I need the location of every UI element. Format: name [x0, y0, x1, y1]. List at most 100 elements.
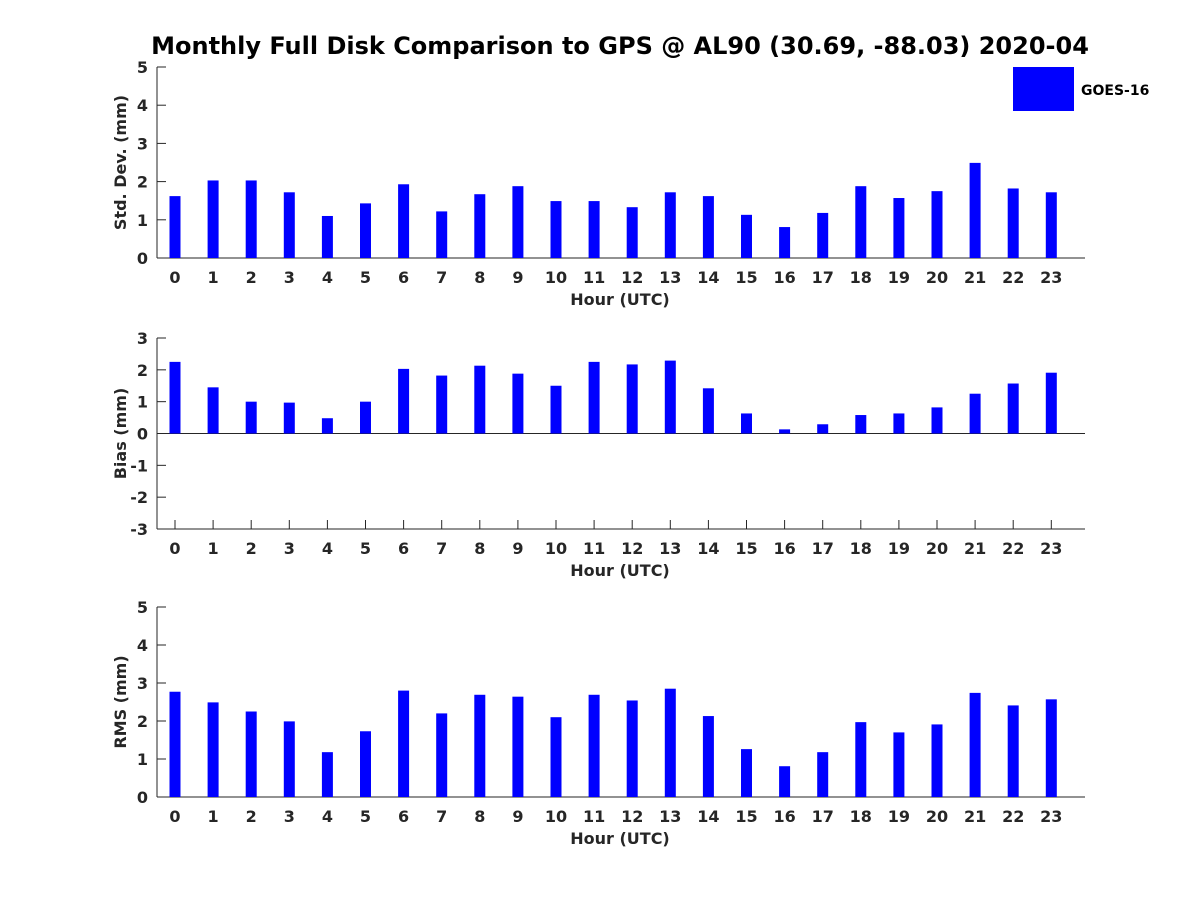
- y-tick-label: 0: [137, 249, 148, 268]
- bar-std-17: [817, 212, 829, 258]
- x-tick-label: 3: [284, 807, 295, 826]
- bar-bias-9: [512, 373, 524, 434]
- bar-rms-15: [741, 749, 752, 797]
- bar-std-22: [1007, 188, 1019, 258]
- bar-bias-2: [245, 401, 257, 434]
- x-tick-label: 15: [735, 807, 757, 826]
- bar-bias-11: [588, 361, 600, 434]
- bar-rms-7: [436, 713, 448, 797]
- bar-bias-4: [321, 418, 333, 434]
- x-tick-label: 4: [322, 807, 333, 826]
- bar-bias-12: [626, 364, 638, 434]
- y-tick-label: 0: [137, 425, 148, 444]
- bar-rms-2: [245, 711, 257, 797]
- x-tick-label: 6: [398, 539, 409, 558]
- legend-swatch-goes-16: [1013, 67, 1074, 111]
- bar-rms-0: [169, 691, 181, 797]
- bar-std-13: [664, 192, 676, 258]
- x-tick-label: 14: [697, 268, 719, 287]
- x-tick-label: 23: [1040, 539, 1062, 558]
- x-tick-label: 21: [964, 807, 986, 826]
- bar-bias-14: [702, 388, 714, 434]
- x-tick-label: 10: [545, 268, 567, 287]
- bar-bias-19: [893, 413, 905, 434]
- x-tick-label: 17: [812, 807, 834, 826]
- x-tick-label: 22: [1002, 268, 1024, 287]
- y-axis-label-rms: RMS (mm): [111, 655, 130, 748]
- bar-std-23: [1045, 192, 1057, 258]
- legend-label-goes-16: GOES-16: [1081, 83, 1149, 99]
- bar-std-15: [741, 214, 752, 258]
- x-tick-label: 17: [812, 539, 834, 558]
- y-tick-label: -3: [130, 520, 148, 539]
- x-tick-label: 12: [621, 268, 643, 287]
- x-tick-label: 11: [583, 268, 605, 287]
- bar-std-14: [702, 196, 714, 258]
- x-tick-label: 8: [474, 539, 485, 558]
- bar-rms-16: [779, 766, 791, 797]
- x-tick-label: 19: [888, 539, 910, 558]
- y-tick-label: 2: [137, 712, 148, 731]
- bar-std-6: [398, 184, 410, 258]
- y-axis-label-bias: Bias (mm): [111, 388, 130, 480]
- y-tick-label: -1: [130, 456, 148, 475]
- bar-rms-17: [817, 752, 829, 797]
- x-tick-label: 14: [697, 807, 719, 826]
- bar-std-10: [550, 201, 562, 258]
- bar-rms-13: [664, 688, 676, 797]
- x-tick-label: 9: [512, 268, 523, 287]
- x-tick-label: 3: [284, 539, 295, 558]
- y-tick-label: 1: [137, 211, 148, 230]
- x-tick-label: 2: [246, 539, 257, 558]
- bar-std-3: [283, 192, 295, 258]
- x-tick-label: 1: [208, 539, 219, 558]
- bar-rms-19: [893, 732, 905, 797]
- x-tick-label: 22: [1002, 539, 1024, 558]
- y-tick-label: 3: [137, 134, 148, 153]
- x-tick-label: 4: [322, 268, 333, 287]
- x-tick-label: 12: [621, 807, 643, 826]
- x-axis-label-std: Hour (UTC): [570, 290, 670, 309]
- x-tick-label: 21: [964, 268, 986, 287]
- bar-rms-20: [931, 724, 943, 797]
- bar-std-1: [207, 180, 219, 258]
- x-tick-label: 3: [284, 268, 295, 287]
- bar-bias-21: [969, 393, 981, 434]
- bar-std-5: [360, 203, 371, 258]
- x-tick-label: 8: [474, 807, 485, 826]
- x-tick-label: 7: [436, 807, 447, 826]
- y-tick-label: 5: [137, 598, 148, 617]
- x-tick-label: 11: [583, 539, 605, 558]
- x-axis-label-rms: Hour (UTC): [570, 829, 670, 848]
- x-tick-label: 9: [512, 807, 523, 826]
- bar-rms-4: [321, 752, 333, 797]
- chart-title: Monthly Full Disk Comparison to GPS @ AL…: [151, 32, 1089, 60]
- bar-rms-11: [588, 694, 600, 797]
- x-tick-label: 20: [926, 268, 948, 287]
- x-tick-label: 15: [735, 268, 757, 287]
- bar-std-8: [474, 194, 486, 258]
- x-tick-label: 5: [360, 807, 371, 826]
- x-tick-label: 6: [398, 807, 409, 826]
- bar-std-11: [588, 201, 600, 258]
- x-tick-label: 16: [773, 807, 795, 826]
- x-tick-label: 6: [398, 268, 409, 287]
- bar-rms-23: [1045, 699, 1057, 797]
- bar-rms-9: [512, 696, 524, 797]
- x-tick-label: 5: [360, 539, 371, 558]
- y-tick-label: 1: [137, 750, 148, 769]
- x-tick-label: 10: [545, 807, 567, 826]
- y-tick-label: -2: [130, 488, 148, 507]
- bar-std-9: [512, 186, 524, 258]
- bar-rms-10: [550, 717, 562, 797]
- x-tick-label: 17: [812, 268, 834, 287]
- bar-bias-22: [1007, 383, 1019, 434]
- x-tick-label: 14: [697, 539, 719, 558]
- y-tick-label: 4: [137, 636, 148, 655]
- bar-bias-23: [1045, 372, 1057, 434]
- bar-std-21: [969, 162, 981, 258]
- x-tick-label: 10: [545, 539, 567, 558]
- x-tick-label: 9: [512, 539, 523, 558]
